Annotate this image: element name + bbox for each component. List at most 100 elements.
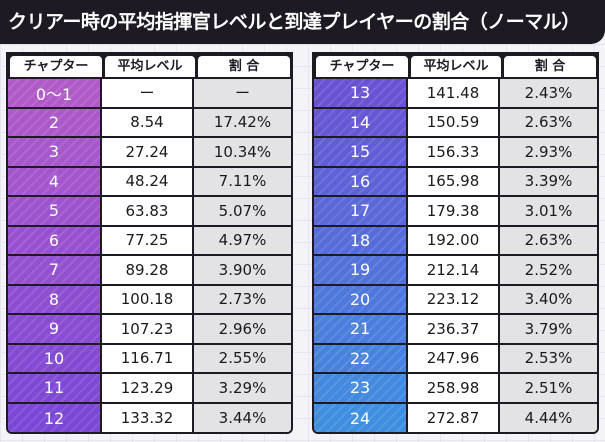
- table-row: 21 236.37 3.79%: [314, 315, 597, 345]
- avg-level-cell: 89.28: [102, 256, 194, 284]
- avg-level-cell: 100.18: [102, 285, 194, 313]
- table-row: 8 100.18 2.73%: [8, 285, 291, 315]
- avg-level-cell: 123.29: [102, 374, 194, 402]
- avg-level-cell: 179.38: [408, 197, 500, 225]
- ratio-cell: 4.97%: [194, 226, 291, 254]
- chapter-cell: 3: [8, 138, 102, 166]
- ratio-cell: 2.51%: [500, 374, 597, 402]
- header-chapter: チャプター: [10, 56, 102, 77]
- ratio-cell: 3.29%: [194, 374, 291, 402]
- ratio-cell: 3.44%: [194, 403, 291, 432]
- chapter-cell: 15: [314, 138, 408, 166]
- ratio-cell: 2.52%: [500, 256, 597, 284]
- avg-level-cell: 192.00: [408, 226, 500, 254]
- table-row: 2 8.54 17.42%: [8, 108, 291, 138]
- table-row: 0～1 ーー: [8, 79, 291, 109]
- avg-level-cell: ー: [102, 79, 194, 107]
- table-row: 3 27.24 10.34%: [8, 138, 291, 168]
- avg-level-cell: 107.23: [102, 315, 194, 343]
- avg-level-cell: 141.48: [408, 79, 500, 107]
- ratio-cell: 2.55%: [194, 344, 291, 372]
- chapter-cell: 14: [314, 108, 408, 136]
- avg-level-cell: 156.33: [408, 138, 500, 166]
- chapter-cell: 22: [314, 344, 408, 372]
- ratio-cell: 3.90%: [194, 256, 291, 284]
- ratio-cell: 2.73%: [194, 285, 291, 313]
- table-header: チャプター 平均レベル 割 合: [8, 54, 291, 79]
- ratio-cell: 5.07%: [194, 197, 291, 225]
- chapter-cell: 12: [8, 403, 102, 432]
- table-row: 19 212.14 2.52%: [314, 256, 597, 286]
- header-ratio: 割 合: [198, 56, 290, 77]
- table-row: 15 156.33 2.93%: [314, 138, 597, 168]
- page-title: クリアー時の平均指揮官レベルと到達プレイヤーの割合（ノーマル）: [0, 0, 605, 44]
- ratio-cell: 3.39%: [500, 167, 597, 195]
- table-row: 9 107.23 2.96%: [8, 315, 291, 345]
- avg-level-cell: 236.37: [408, 315, 500, 343]
- chapter-cell: 11: [8, 374, 102, 402]
- header-chapter: チャプター: [316, 56, 408, 77]
- chapter-cell: 7: [8, 256, 102, 284]
- ratio-cell: 2.96%: [194, 315, 291, 343]
- avg-level-cell: 272.87: [408, 403, 500, 432]
- ratio-cell: ー: [194, 79, 291, 107]
- avg-level-cell: 150.59: [408, 108, 500, 136]
- chapter-cell: 9: [8, 315, 102, 343]
- header-ratio: 割 合: [504, 56, 596, 77]
- chapter-cell: 4: [8, 167, 102, 195]
- chapter-cell: 18: [314, 226, 408, 254]
- avg-level-cell: 77.25: [102, 226, 194, 254]
- avg-level-cell: 27.24: [102, 138, 194, 166]
- avg-level-cell: 48.24: [102, 167, 194, 195]
- chapter-cell: 0～1: [8, 79, 102, 107]
- avg-level-cell: 223.12: [408, 285, 500, 313]
- header-avg-level: 平均レベル: [105, 56, 195, 77]
- table-row: 13 141.48 2.43%: [314, 79, 597, 109]
- chapter-cell: 24: [314, 403, 408, 432]
- table-row: 18 192.00 2.63%: [314, 226, 597, 256]
- table-row: 11 123.29 3.29%: [8, 374, 291, 404]
- avg-level-cell: 212.14: [408, 256, 500, 284]
- table-row: 10 116.71 2.55%: [8, 344, 291, 374]
- chapter-cell: 16: [314, 167, 408, 195]
- table-row: 16 165.98 3.39%: [314, 167, 597, 197]
- ratio-cell: 4.44%: [500, 403, 597, 432]
- ratio-cell: 7.11%: [194, 167, 291, 195]
- avg-level-cell: 165.98: [408, 167, 500, 195]
- table-row: 12 133.32 3.44%: [8, 403, 291, 432]
- left-table-body: 0～1 ーー 2 8.54 17.42% 3 27.24 10.34% 4 48.24 7.11% 5…: [8, 79, 291, 432]
- avg-level-cell: 258.98: [408, 374, 500, 402]
- table-row: 7 89.28 3.90%: [8, 256, 291, 286]
- table-row: 20 223.12 3.40%: [314, 285, 597, 315]
- chapter-cell: 10: [8, 344, 102, 372]
- chapter-cell: 13: [314, 79, 408, 107]
- chapter-cell: 21: [314, 315, 408, 343]
- chapter-cell: 17: [314, 197, 408, 225]
- avg-level-cell: 116.71: [102, 344, 194, 372]
- ratio-cell: 2.63%: [500, 226, 597, 254]
- ratio-cell: 3.79%: [500, 315, 597, 343]
- chapter-cell: 5: [8, 197, 102, 225]
- table-row: 23 258.98 2.51%: [314, 374, 597, 404]
- ratio-cell: 2.53%: [500, 344, 597, 372]
- chapter-cell: 2: [8, 108, 102, 136]
- table-row: 14 150.59 2.63%: [314, 108, 597, 138]
- ratio-cell: 10.34%: [194, 138, 291, 166]
- avg-level-cell: 63.83: [102, 197, 194, 225]
- ratio-cell: 3.40%: [500, 285, 597, 313]
- ratio-cell: 2.93%: [500, 138, 597, 166]
- ratio-cell: 3.01%: [500, 197, 597, 225]
- left-table: チャプター 平均レベル 割 合 0～1 ーー 2 8.54 17.42% 3 27.24 10…: [6, 52, 293, 434]
- table-row: 17 179.38 3.01%: [314, 197, 597, 227]
- right-table-body: 13 141.48 2.43% 14 150.59 2.63% 15 156.33 2.93% 1…: [314, 79, 597, 432]
- ratio-cell: 17.42%: [194, 108, 291, 136]
- right-table: チャプター 平均レベル 割 合 13 141.48 2.43% 14 150.59 2.6…: [312, 52, 599, 434]
- table-row: 24 272.87 4.44%: [314, 403, 597, 432]
- header-avg-level: 平均レベル: [411, 56, 501, 77]
- table-row: 6 77.25 4.97%: [8, 226, 291, 256]
- chapter-cell: 20: [314, 285, 408, 313]
- chapter-cell: 8: [8, 285, 102, 313]
- chapter-cell: 6: [8, 226, 102, 254]
- ratio-cell: 2.43%: [500, 79, 597, 107]
- table-row: 22 247.96 2.53%: [314, 344, 597, 374]
